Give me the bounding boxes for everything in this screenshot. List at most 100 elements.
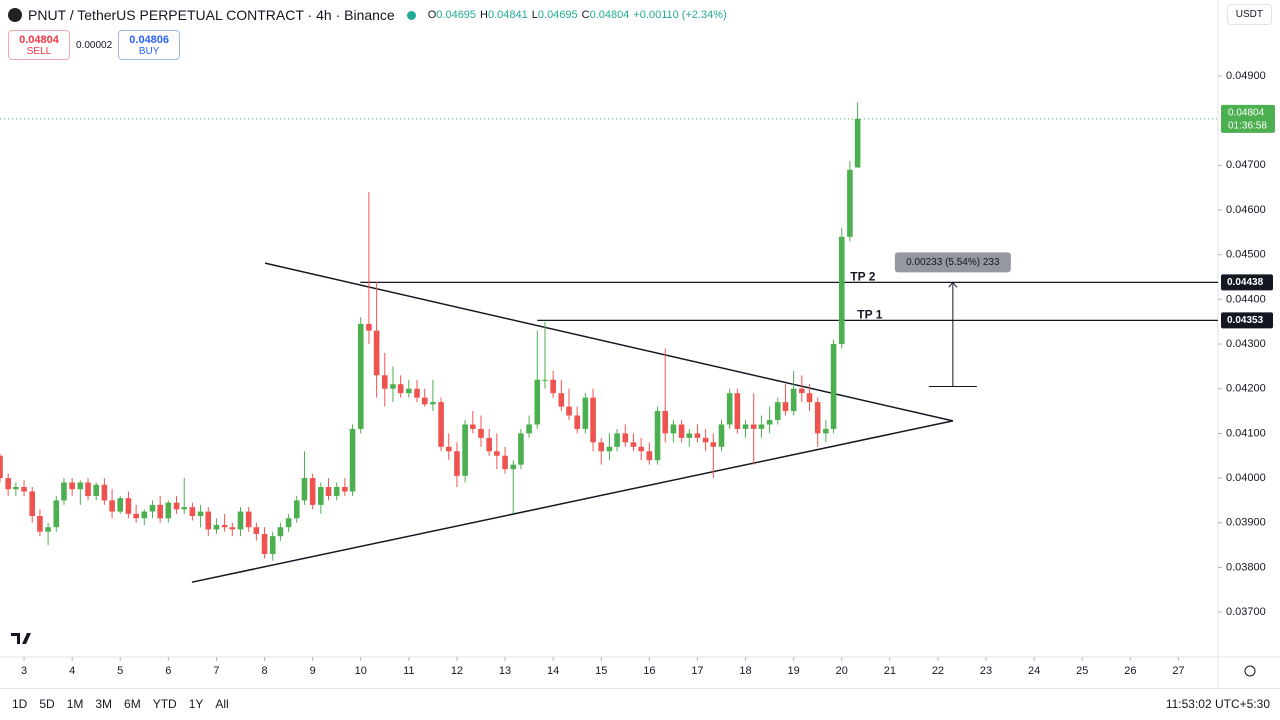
candle-body (245, 511, 252, 528)
ohlc-key: L (531, 9, 538, 21)
candle-body (381, 375, 388, 389)
candle-body (582, 397, 589, 429)
candle-body (189, 507, 196, 517)
range-button[interactable]: 1D (12, 697, 28, 711)
sell-price: 0.04804 (19, 33, 59, 46)
last-price-label: 0.04804 (1228, 107, 1265, 118)
chart: 0.04900 0.04700 0.04600 0.04500 0.04400 0.043… (0, 0, 1280, 688)
candle-body (678, 424, 685, 438)
range-button[interactable]: YTD (152, 697, 177, 711)
candle-body (830, 344, 837, 429)
ranges: 1D 5D 1M 3M 6M YTD 1Y All (0, 697, 229, 711)
candle-body (221, 524, 228, 528)
candle-body (325, 487, 332, 496)
x-tick-label: 14 (547, 665, 559, 677)
header: PNUT / TetherUS PERPETUAL CONTRACT · 4h … (8, 4, 727, 26)
tv-logo (11, 633, 31, 644)
measure-box (894, 252, 1011, 273)
candle-body (277, 527, 284, 537)
candle-body (5, 478, 11, 490)
candle-body (606, 446, 613, 452)
candle-body (823, 428, 829, 434)
status-dot (406, 10, 416, 20)
candle-body (847, 169, 853, 237)
x-tick-label: 5 (117, 665, 123, 677)
candle-body (133, 513, 139, 519)
sell-button[interactable]: 0.04804 SELL (8, 30, 70, 60)
candle-body (93, 484, 99, 496)
x-tick-label: 13 (499, 665, 511, 677)
ohlc-key: C (581, 9, 590, 21)
candle-body (205, 511, 212, 530)
candle-body (718, 424, 725, 447)
buy-label: BUY (138, 45, 160, 57)
candle-body (670, 424, 677, 434)
range-button[interactable]: 3M (95, 697, 113, 711)
range-button[interactable]: 5D (39, 697, 55, 711)
x-tick-label: 3 (21, 665, 27, 677)
candle-body (726, 393, 733, 425)
candle-body (213, 524, 220, 530)
countdown: 01:36:58 (1228, 120, 1267, 131)
candle-body (237, 511, 244, 530)
candle-body (646, 451, 653, 461)
x-tick-label: 18 (739, 665, 751, 677)
range-button[interactable]: 1Y (188, 697, 204, 711)
x-tick-label: 19 (788, 665, 800, 677)
candle-body (414, 388, 420, 398)
x-tick-label: 6 (165, 665, 171, 677)
candle-body (357, 323, 364, 429)
x-tick-label: 7 (213, 665, 219, 677)
ohlc-value: 0.04695 (436, 9, 477, 21)
currency[interactable]: USDT (1226, 4, 1272, 25)
spread: 0.00002 (76, 39, 113, 51)
level-name: TP 2 (850, 270, 875, 284)
candle-body (694, 433, 701, 438)
candle-body (165, 502, 172, 519)
range-button[interactable]: All (215, 697, 229, 711)
y-tick-label: 0.04100 (1226, 427, 1266, 439)
candle-body (301, 478, 308, 501)
x-tick-label: 8 (261, 665, 267, 677)
x-tick-label: 16 (643, 665, 655, 677)
candle-body (293, 500, 300, 519)
range-button[interactable]: 6M (124, 697, 141, 711)
candle-body (686, 433, 693, 438)
candle-body (790, 388, 797, 412)
candle-body (806, 393, 813, 403)
x-tick-label: 12 (451, 665, 463, 677)
x-tick-label: 9 (310, 665, 316, 677)
level-label: 0.04353 (1227, 315, 1264, 326)
ohlc-key: H (480, 9, 488, 21)
candle-body (590, 397, 596, 443)
candle-body (13, 487, 19, 490)
y-tick-label: 0.04700 (1226, 159, 1266, 171)
candle-body (366, 323, 372, 331)
y-tick-label: 0.04300 (1226, 338, 1266, 350)
candle-body (229, 527, 236, 530)
symbol-logo (8, 8, 22, 22)
candle-body (342, 487, 348, 492)
candle-body (462, 424, 468, 476)
y-tick-label: 0.03900 (1226, 517, 1266, 529)
candle-body (742, 424, 749, 429)
bottom-toolbar: 1D 5D 1M 3M 6M YTD 1Y All 11:53:02 UTC+5:30 (0, 688, 1280, 719)
candle-body (349, 428, 356, 492)
settings-icon (1244, 665, 1256, 677)
candle-body (157, 504, 163, 519)
buy-button[interactable]: 0.04806 BUY (118, 30, 181, 60)
y-tick-label: 0.04400 (1226, 293, 1266, 305)
candle-body (510, 464, 517, 470)
candle-body (622, 433, 629, 443)
candle-body (21, 487, 27, 492)
level-box (1221, 312, 1273, 329)
range-button[interactable]: 1M (66, 697, 84, 711)
candle-body (390, 384, 396, 389)
candle-body (558, 393, 565, 407)
candle-body (373, 330, 380, 376)
y-tick-label: 0.04000 (1226, 472, 1266, 484)
sell-label: SELL (26, 45, 52, 57)
candle-body (173, 502, 180, 510)
y-tick-label: 0.04200 (1226, 383, 1266, 395)
candle-body (85, 482, 91, 496)
